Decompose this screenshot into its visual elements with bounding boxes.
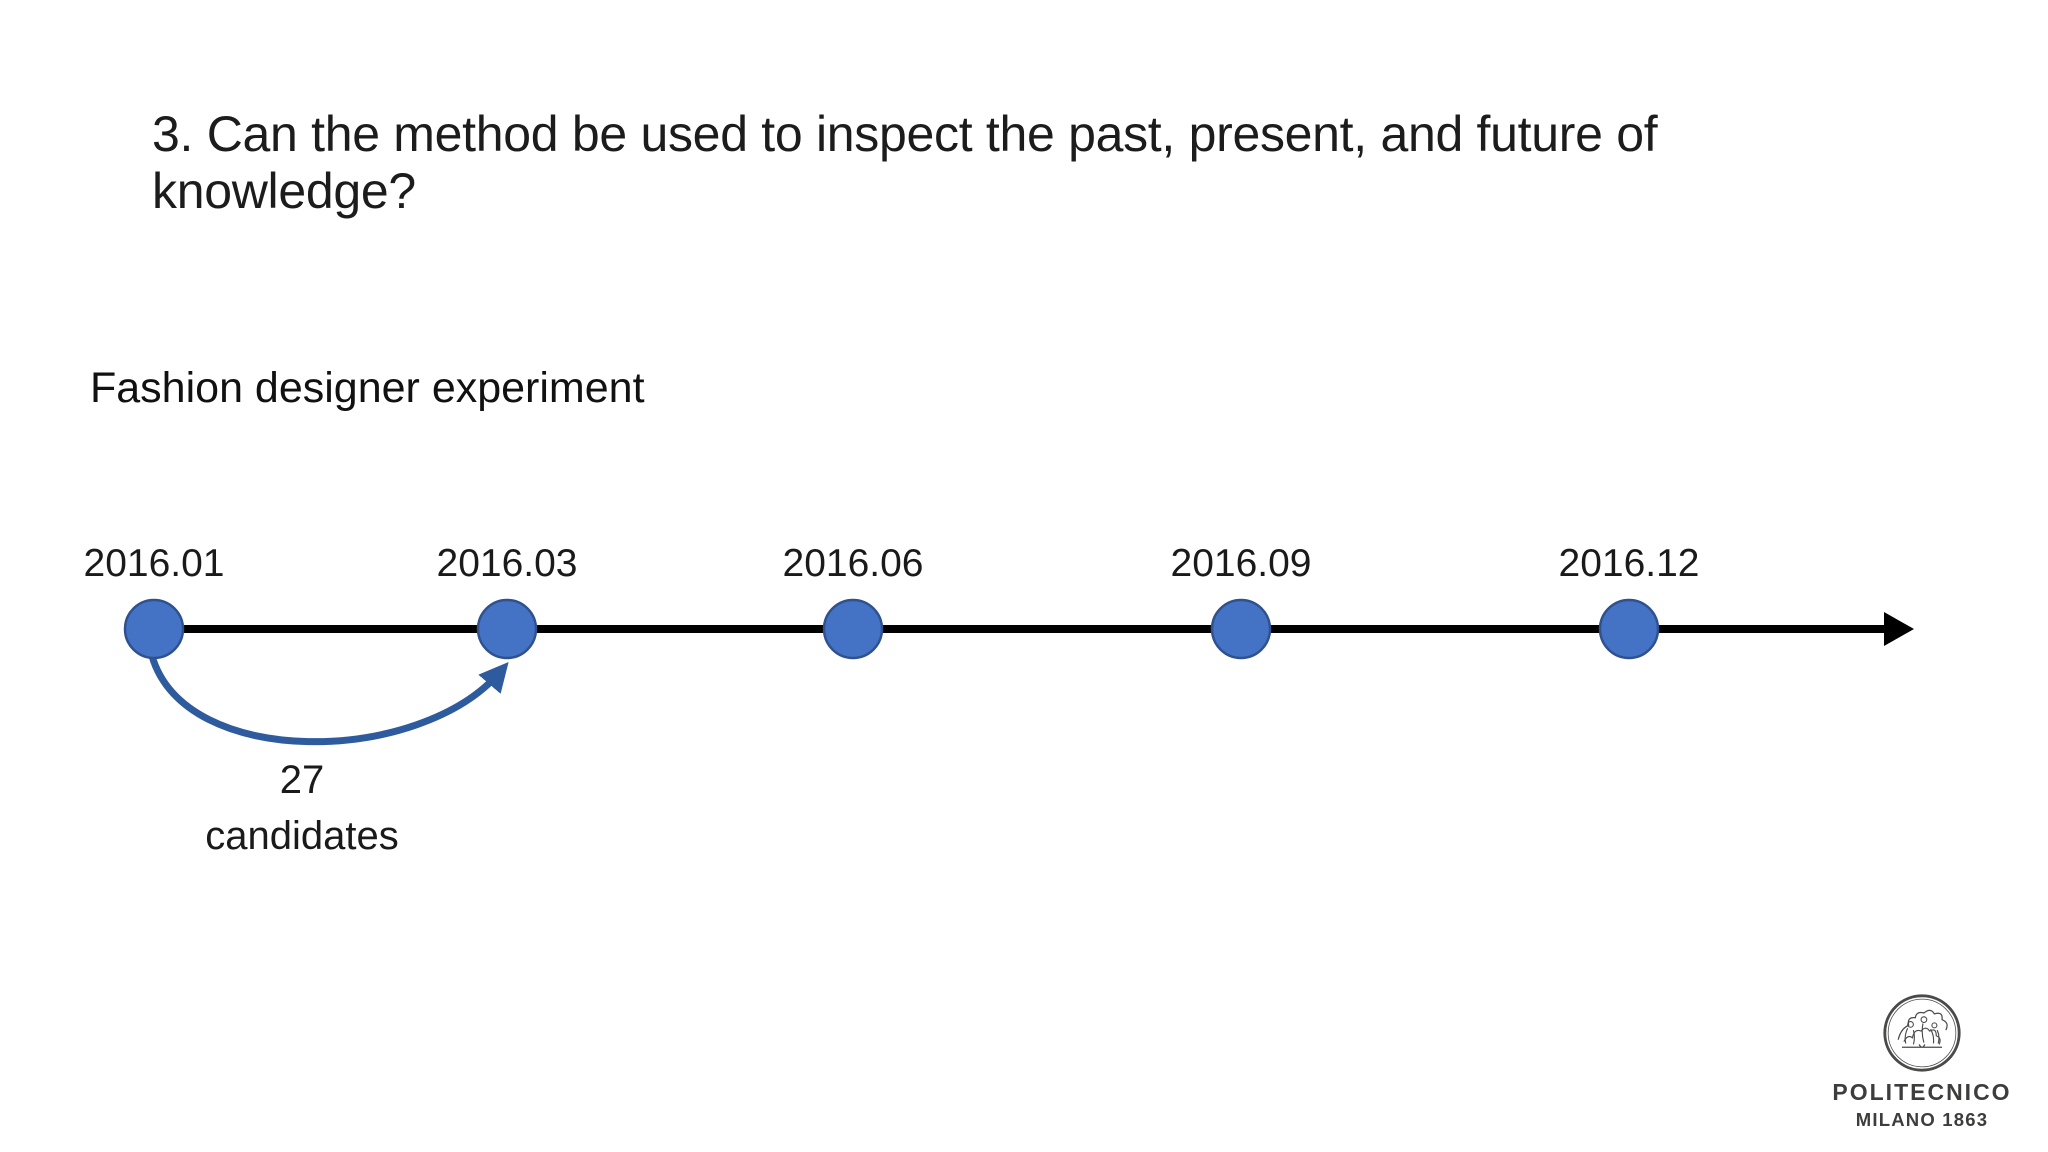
politecnico-logo: POLITECNICO MILANO 1863 [1797, 992, 2047, 1131]
timeline-date-label: 2016.01 [83, 542, 225, 585]
timeline-milestone-dot [123, 598, 185, 660]
experiment-subtitle: Fashion designer experiment [90, 364, 645, 412]
timeline-date-label: 2016.03 [436, 542, 578, 585]
timeline-date-label: 2016.06 [782, 542, 924, 585]
timeline-milestone-dot [476, 598, 538, 660]
timeline-milestone-dot [1210, 598, 1272, 660]
logo-name: POLITECNICO [1832, 1079, 2012, 1105]
timeline-milestone-dot [1598, 598, 1660, 660]
candidates-count: 27 [279, 758, 325, 802]
logo-subname: MILANO 1863 [1855, 1109, 1989, 1130]
slide-title-line2: knowledge? [152, 163, 416, 219]
candidates-annotation: 27 candidates [205, 752, 398, 864]
timeline-milestone-dot [822, 598, 884, 660]
candidates-arc-arrow-icon [148, 652, 509, 746]
timeline-date-label: 2016.09 [1170, 542, 1312, 585]
timeline-axis-arrowhead-icon [1884, 612, 1914, 646]
slide-title: 3. Can the method be used to inspect the… [152, 106, 1658, 220]
slide-title-line1: 3. Can the method be used to inspect the… [152, 106, 1658, 162]
timeline-date-label: 2016.12 [1558, 542, 1700, 585]
politecnico-emblem-icon [1883, 994, 1961, 1072]
candidates-label: candidates [205, 814, 399, 858]
timeline-milestone-dots [123, 598, 1660, 660]
